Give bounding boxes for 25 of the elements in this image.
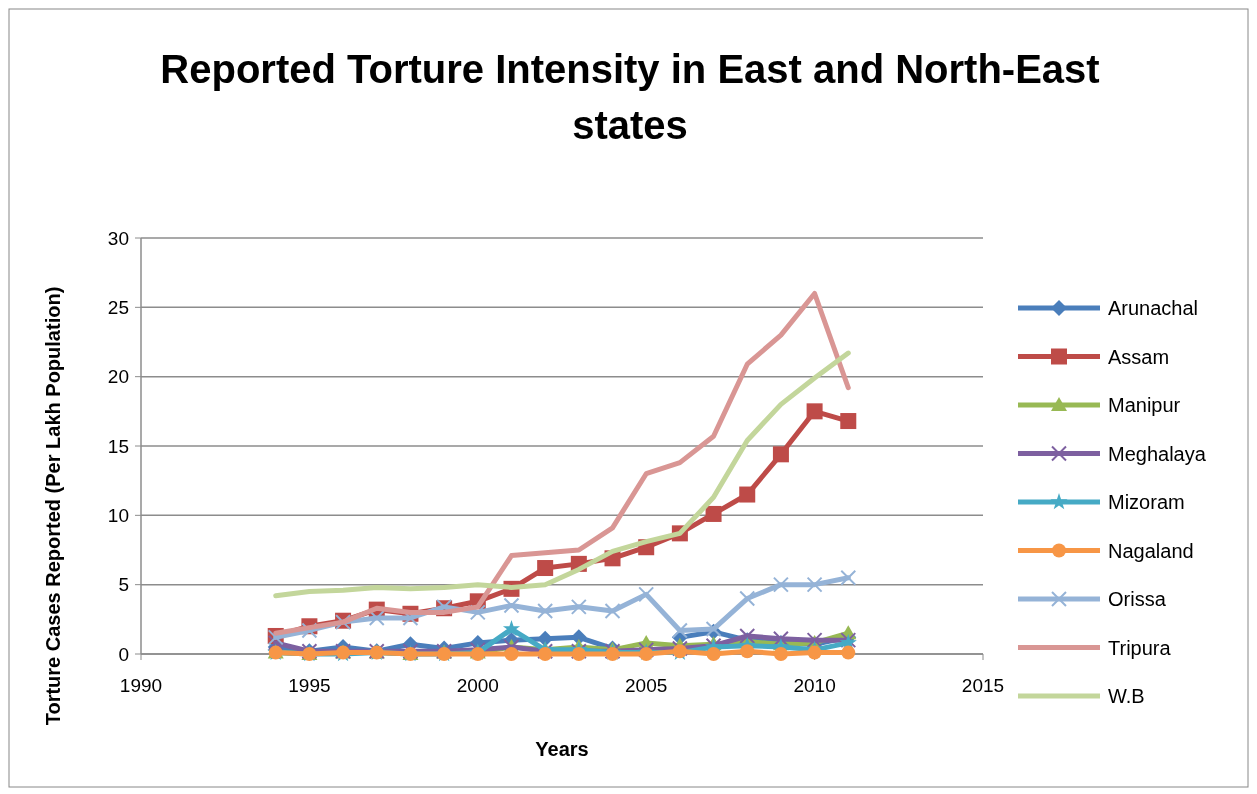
x-tick-label: 2010 <box>793 675 836 696</box>
legend-label: Arunachal <box>1108 297 1199 319</box>
x-tick-label: 2000 <box>456 675 499 696</box>
x-tick-label: 2005 <box>625 675 668 696</box>
y-tick-label: 15 <box>107 435 129 457</box>
y-tick-label: 10 <box>107 504 129 526</box>
x-tick-label: 2015 <box>961 675 1005 696</box>
y-tick-label: 30 <box>107 227 129 249</box>
legend-label: Assam <box>1108 345 1170 368</box>
legend-label: Manipur <box>1108 394 1181 416</box>
legend-label: Nagaland <box>1108 539 1194 562</box>
y-tick-label: 25 <box>107 296 129 318</box>
y-axis-title: Torture Cases Reported (Per Lakh Population) <box>42 286 64 726</box>
x-axis-title: Years <box>535 738 589 760</box>
x-tick-label: 1990 <box>119 675 163 696</box>
y-tick-label: 0 <box>118 643 129 665</box>
legend-label: Mizoram <box>1108 491 1185 513</box>
y-tick-label: 20 <box>107 366 129 388</box>
legend-label: Tripura <box>1108 636 1172 659</box>
y-tick-label: 5 <box>118 574 129 596</box>
legend-label: W.B <box>1108 685 1145 707</box>
x-tick-label: 1995 <box>288 675 331 696</box>
legend-label: Orissa <box>1108 588 1167 610</box>
legend-label: Meghalaya <box>1108 442 1207 465</box>
chart-title: Reported Torture Intensity in East and North-East states <box>160 47 1100 147</box>
